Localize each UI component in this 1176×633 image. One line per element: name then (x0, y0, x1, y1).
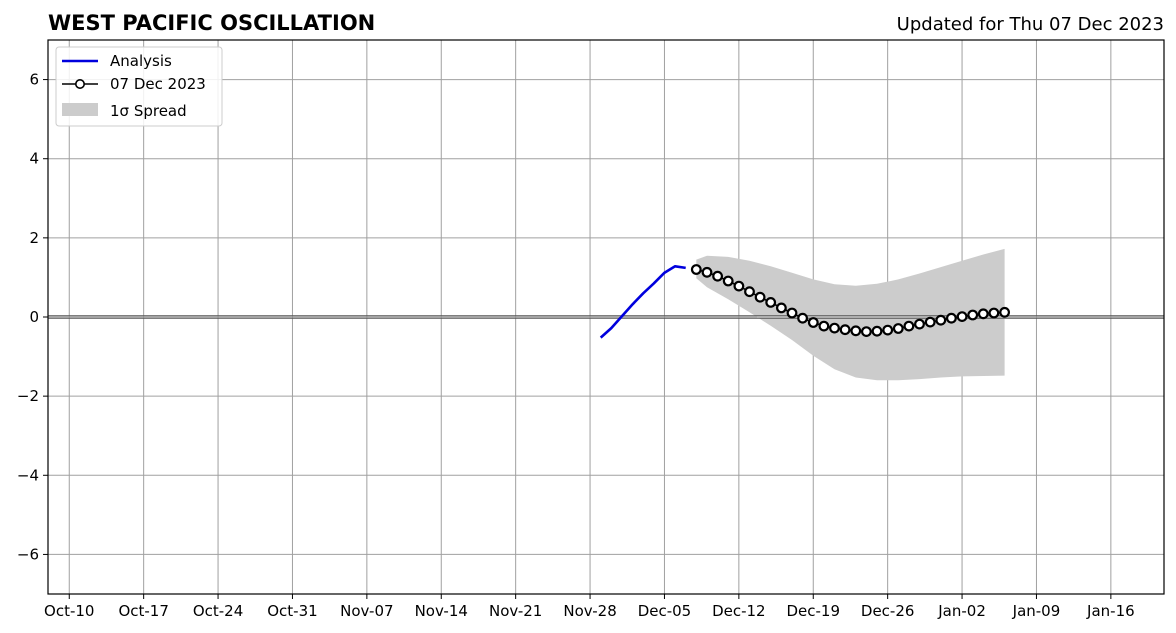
forecast-point (797, 312, 808, 324)
forecast-point (829, 322, 840, 334)
y-tick-label: 6 (29, 71, 39, 89)
x-tick-label: Dec-26 (861, 602, 915, 620)
forecast-point (924, 316, 936, 328)
legend-spread-label: 1σ Spread (110, 102, 187, 120)
forecast-point (935, 314, 947, 326)
x-tick-label: Jan-09 (1012, 602, 1061, 620)
y-tick-label: 4 (29, 150, 39, 168)
forecast-point (946, 312, 957, 324)
forecast-point (712, 270, 723, 282)
x-tick-label: Dec-12 (712, 602, 766, 620)
series-layer (599, 264, 1010, 339)
forecast-point (701, 266, 713, 278)
x-tick-label: Nov-28 (563, 602, 616, 620)
x-tick-label: Nov-21 (489, 602, 542, 620)
forecast-point (903, 320, 915, 332)
x-tick-label: Dec-19 (786, 602, 840, 620)
y-tick-label: 0 (29, 308, 39, 326)
forecast-point (977, 308, 989, 320)
y-axis: −6 −4 −2 0 2 4 6 (17, 71, 48, 563)
forecast-point (871, 325, 883, 337)
forecast-point (999, 306, 1010, 318)
forecast-point (733, 280, 745, 292)
updated-date: Updated for Thu 07 Dec 2023 (897, 14, 1164, 35)
forecast-point (744, 286, 755, 298)
forecast-point (722, 275, 734, 287)
forecast-point (807, 317, 819, 328)
forecast-point (818, 320, 830, 332)
forecast-point (892, 323, 904, 334)
legend: Analysis 07 Dec 2023 1σ Spread (55, 46, 223, 127)
x-tick-label: Jan-02 (937, 602, 986, 620)
forecast-point (882, 324, 894, 336)
legend-forecast-marker (75, 79, 86, 90)
x-tick-label: Oct-17 (118, 602, 168, 620)
forecast-point (988, 307, 1000, 319)
forecast-point (765, 297, 777, 308)
forecast-point (956, 311, 968, 323)
forecast-point (754, 291, 766, 303)
x-tick-label: Oct-10 (44, 602, 94, 620)
forecast-point (786, 307, 798, 319)
forecast-point (967, 309, 979, 321)
spread-band (696, 248, 1005, 381)
x-tick-label: Dec-05 (638, 602, 692, 620)
forecast-point (690, 264, 702, 275)
y-tick-label: −2 (17, 387, 39, 405)
y-tick-label: −6 (17, 545, 39, 563)
y-tick-label: 2 (29, 229, 39, 247)
chart-title: WEST PACIFIC OSCILLATION (48, 11, 375, 35)
x-tick-label: Oct-24 (193, 602, 243, 620)
forecast-point (850, 325, 862, 337)
legend-forecast-label: 07 Dec 2023 (110, 75, 206, 93)
forecast-point (914, 318, 925, 330)
x-axis: Oct-10 Oct-17 Oct-24 Oct-31 Nov-07 Nov-14 Nov-… (44, 594, 1135, 620)
x-tick-label: Oct-31 (267, 602, 317, 620)
x-tick-label: Jan-16 (1086, 602, 1135, 620)
forecast-point (776, 302, 787, 314)
legend-analysis-label: Analysis (110, 52, 172, 70)
y-tick-label: −4 (17, 466, 39, 484)
x-tick-label: Nov-14 (415, 602, 468, 620)
x-tick-label: Nov-07 (340, 602, 393, 620)
forecast-point (861, 326, 872, 338)
spread-band-layer (696, 248, 1005, 381)
legend-spread-swatch (62, 103, 98, 116)
analysis-line (599, 264, 686, 339)
forecast-point (839, 324, 851, 336)
